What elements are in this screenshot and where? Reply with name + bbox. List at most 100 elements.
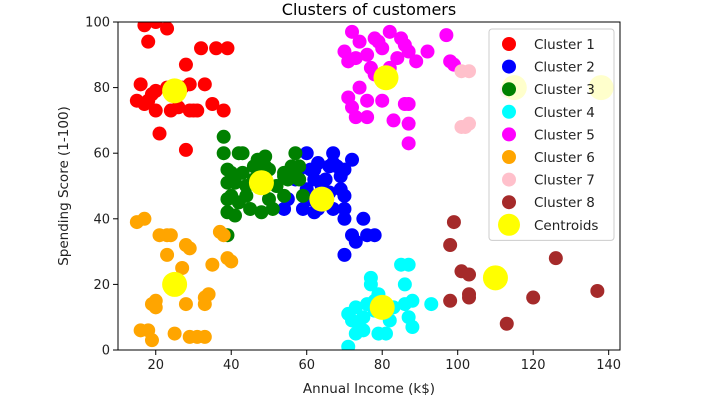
data-point [288, 146, 303, 161]
data-point [144, 333, 159, 348]
data-point [178, 297, 193, 312]
data-point [420, 44, 435, 59]
y-tick-label: 80 [93, 81, 110, 96]
data-point [443, 54, 458, 69]
y-tick-label: 100 [85, 16, 110, 31]
data-point [137, 211, 152, 226]
data-point [337, 162, 352, 177]
data-point [405, 293, 420, 308]
data-point [277, 188, 292, 203]
data-point [137, 22, 152, 33]
x-tick-label: 120 [521, 358, 546, 373]
data-point [243, 201, 258, 216]
data-point [462, 116, 477, 131]
legend-label: Cluster 5 [534, 127, 595, 143]
y-axis-label: Spending Score (1-100) [56, 106, 72, 266]
data-point [228, 175, 243, 190]
data-point [375, 41, 390, 56]
legend-item: Cluster 5 [502, 127, 595, 143]
data-point [439, 28, 454, 43]
data-point [352, 34, 367, 49]
data-point [348, 110, 363, 125]
x-tick-label: 140 [596, 358, 621, 373]
data-point [148, 103, 163, 118]
series-cluster-5 [337, 24, 461, 151]
data-point [141, 34, 156, 49]
data-point [178, 57, 193, 72]
data-point [401, 97, 416, 111]
legend-label: Cluster 2 [534, 60, 595, 76]
data-point [424, 297, 439, 312]
data-point [292, 159, 307, 174]
legend-label: Centroids [534, 218, 598, 234]
x-tick-label: 60 [298, 358, 315, 373]
data-point [401, 116, 416, 131]
legend-item: Centroids [498, 213, 598, 236]
data-point [163, 228, 178, 243]
legend-marker [502, 195, 516, 210]
series-cluster-8 [443, 215, 605, 331]
chart-title: Clusters of customers [282, 0, 456, 19]
data-point [205, 97, 220, 111]
data-point [318, 172, 333, 187]
data-point [178, 142, 193, 157]
data-point [386, 113, 401, 128]
y-tick-label: 40 [93, 212, 110, 227]
data-point [148, 22, 163, 29]
data-point [337, 211, 352, 226]
series-cluster-2 [277, 146, 382, 262]
data-point [345, 24, 360, 39]
data-point [148, 83, 163, 98]
legend-item: Cluster 7 [502, 172, 595, 189]
data-point [548, 251, 563, 266]
legend-marker [498, 213, 520, 236]
data-point [590, 283, 605, 298]
data-point [160, 247, 175, 262]
legend-marker [502, 82, 516, 97]
data-point [197, 77, 212, 92]
legend-marker [502, 59, 516, 74]
data-point [216, 146, 231, 161]
data-point [224, 254, 239, 269]
data-point [148, 300, 163, 315]
legend-item: Cluster 1 [502, 37, 595, 53]
data-point [258, 149, 273, 164]
data-point [356, 310, 371, 325]
data-point [235, 165, 250, 180]
data-point [401, 257, 416, 272]
data-point [337, 188, 352, 203]
data-point [499, 316, 514, 331]
data-point [292, 172, 307, 187]
data-point [171, 100, 186, 115]
data-point [356, 323, 371, 338]
x-tick-label: 20 [147, 358, 164, 373]
data-point [152, 126, 167, 141]
data-point [360, 110, 375, 125]
data-point [345, 152, 360, 167]
y-tick-label: 20 [93, 278, 110, 293]
series-cluster-6 [129, 211, 239, 348]
legend-label: Cluster 4 [534, 105, 595, 121]
legend-label: Cluster 1 [534, 37, 595, 53]
data-point [216, 129, 231, 144]
legend-item: Cluster 2 [502, 59, 595, 76]
data-point [367, 228, 382, 243]
x-axis-label: Annual Income (k$) [303, 381, 435, 397]
data-point [197, 329, 212, 344]
data-point [167, 326, 182, 341]
points-layer [129, 22, 614, 350]
legend-box [488, 28, 615, 241]
legend-marker [502, 127, 516, 142]
data-point [401, 136, 416, 151]
data-point [228, 208, 243, 223]
legend-label: Cluster 7 [534, 173, 595, 189]
data-point [375, 93, 390, 108]
data-point [443, 238, 458, 253]
legend-marker [502, 150, 516, 164]
data-point [295, 188, 310, 203]
data-point [363, 270, 378, 285]
legend-item: Cluster 8 [502, 195, 595, 211]
data-point [462, 267, 477, 282]
data-point [186, 103, 201, 118]
